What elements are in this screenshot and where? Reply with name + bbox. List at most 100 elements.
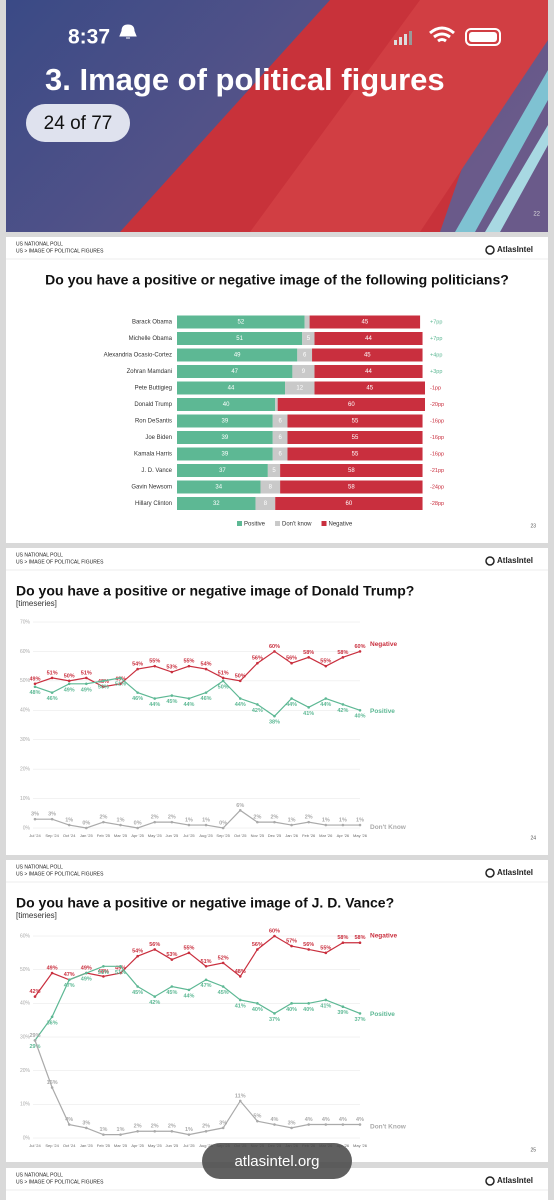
data-point (290, 1126, 293, 1130)
data-point (85, 971, 88, 975)
kicker: US NATIONAL POLL (16, 1172, 63, 1178)
url-bar[interactable] (202, 1143, 352, 1179)
bar-label: 40 (223, 402, 230, 408)
data-label: 55% (320, 659, 331, 665)
kicker: US NATIONAL POLL (16, 552, 63, 558)
data-label: 49% (81, 687, 92, 693)
breadcrumb: US > IMAGE OF POLITICAL FIGURES (16, 1179, 104, 1185)
data-label: 4% (339, 1117, 347, 1123)
data-point (204, 667, 208, 671)
y-tick-label: 0% (23, 1135, 31, 1141)
row-label: Ron DeSantis (135, 419, 172, 425)
bar-segment (177, 348, 298, 362)
page-counter[interactable] (26, 104, 130, 142)
bar-segment (312, 348, 423, 362)
data-point (67, 978, 71, 982)
bar-segment (287, 447, 423, 461)
data-label: 40% (303, 1007, 314, 1013)
bar-label: 60 (348, 402, 355, 408)
bar-segment (177, 464, 268, 477)
data-point (324, 823, 328, 827)
data-label: 46% (47, 696, 58, 702)
data-label: 4% (270, 1117, 278, 1123)
data-label: 37% (269, 1017, 280, 1023)
wifi-icon (429, 26, 455, 43)
cover-stripe (250, 0, 548, 232)
battery-icon (465, 28, 501, 46)
data-label: 1% (99, 1127, 107, 1133)
bar-label: 58 (348, 468, 355, 474)
data-point (307, 656, 310, 659)
data-point (341, 823, 345, 827)
x-tick-label: May '26 (353, 1143, 368, 1148)
data-point (187, 697, 191, 700)
net-label: +4pp (430, 352, 442, 358)
data-label: 1% (202, 818, 210, 824)
data-label: 3% (288, 1120, 296, 1126)
x-tick-label: Nov '25 (251, 833, 265, 838)
data-label: 60% (269, 644, 280, 650)
data-point (153, 820, 157, 824)
bar-label: 5 (307, 336, 311, 342)
data-label: 49% (115, 676, 126, 682)
data-point (238, 975, 242, 978)
data-label: 6% (236, 803, 244, 809)
data-label: 4% (356, 1117, 364, 1123)
data-label: 58% (337, 650, 348, 656)
series-name: Don't Know (370, 824, 407, 831)
data-point (170, 694, 174, 697)
data-label: 29% (29, 1033, 40, 1039)
data-point (273, 934, 276, 938)
data-point (290, 661, 293, 665)
bar-segment (314, 365, 423, 378)
series-line (34, 1040, 360, 1136)
bar-label: 32 (213, 501, 220, 507)
data-point (102, 1133, 105, 1136)
data-point (307, 706, 310, 709)
data-label: 4% (65, 1117, 73, 1123)
data-point (50, 676, 54, 680)
data-point (290, 823, 293, 827)
data-label: 48% (29, 690, 40, 696)
series-name: Don't Know (370, 1123, 407, 1130)
data-point (307, 948, 310, 951)
data-point (204, 691, 208, 694)
net-label: -16pp (430, 418, 444, 424)
data-label: 1% (288, 818, 296, 824)
y-tick-label: 70% (20, 619, 31, 625)
data-point (187, 1133, 191, 1136)
brand-logo (485, 1176, 495, 1186)
bar-segment (177, 381, 286, 395)
data-label: 44% (183, 993, 194, 999)
bar-segment (177, 480, 261, 494)
data-label: 0% (82, 820, 90, 826)
data-point (119, 682, 122, 686)
data-point (273, 820, 276, 824)
data-point (50, 1015, 54, 1019)
x-tick-label: Aug '25 (199, 1143, 213, 1148)
data-point (85, 826, 88, 830)
x-tick-label: Jan '26 (285, 833, 299, 838)
data-label: 51% (218, 670, 229, 676)
data-point (238, 697, 242, 700)
bar-label: 44 (365, 336, 372, 342)
data-label: 51% (98, 970, 109, 976)
x-tick-label: Jul '24 (29, 833, 41, 838)
bar-label: 49 (234, 353, 241, 359)
data-point (341, 1123, 345, 1126)
series-line (34, 935, 360, 997)
bar-segment (304, 315, 310, 329)
data-point (102, 820, 105, 824)
data-point (256, 661, 259, 665)
series-name: Negative (370, 641, 397, 648)
data-label: 1% (117, 1127, 125, 1133)
x-tick-label: Jul '25 (183, 1143, 195, 1148)
data-label: 49% (29, 676, 40, 682)
x-tick-label: Mar '25 (114, 833, 128, 838)
data-point (341, 1005, 345, 1008)
y-tick-label: 60% (20, 649, 31, 655)
data-point (119, 971, 122, 975)
data-label: 49% (64, 687, 75, 693)
bar-label: 47 (231, 369, 238, 375)
bar-segment (272, 447, 288, 461)
